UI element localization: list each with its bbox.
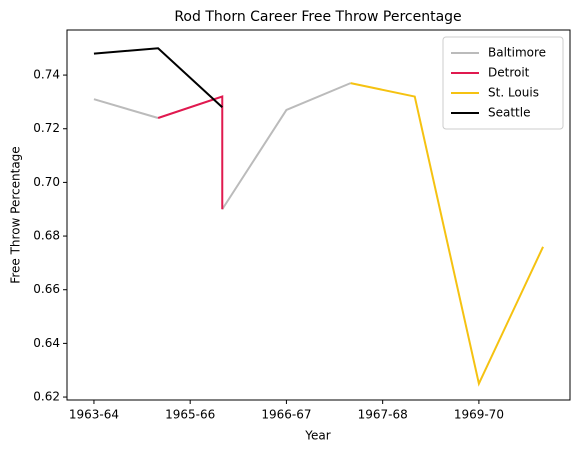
legend-label: Baltimore	[488, 46, 546, 60]
legend-label: Detroit	[488, 66, 530, 80]
y-tick-label: 0.66	[33, 282, 60, 296]
y-axis-label: Free Throw Percentage	[9, 146, 23, 283]
legend-label: St. Louis	[488, 86, 539, 100]
legend-label: Seattle	[488, 106, 530, 120]
x-tick-label: 1967-68	[358, 408, 408, 422]
series-line	[93, 98, 159, 119]
y-tick-label: 0.74	[33, 68, 60, 82]
chart-title: Rod Thorn Career Free Throw Percentage	[174, 9, 461, 25]
legend-box	[442, 36, 564, 130]
series-line	[157, 95, 224, 210]
y-tick-label: 0.72	[33, 121, 60, 135]
y-tick-label: 0.70	[33, 175, 60, 189]
series-line	[93, 47, 223, 109]
x-tick-label: 1965-66	[165, 408, 215, 422]
x-tick-label: 1963-64	[69, 408, 119, 422]
series-line	[350, 82, 544, 387]
plot-frame	[66, 29, 571, 401]
x-axis-label: Year	[304, 429, 330, 443]
y-tick-label: 0.64	[33, 336, 60, 350]
x-tick-label: 1966-67	[261, 408, 311, 422]
x-tick-label: 1969-70	[454, 408, 504, 422]
y-tick-label: 0.68	[33, 229, 60, 243]
y-tick-label: 0.62	[33, 390, 60, 404]
series-line	[221, 82, 351, 210]
